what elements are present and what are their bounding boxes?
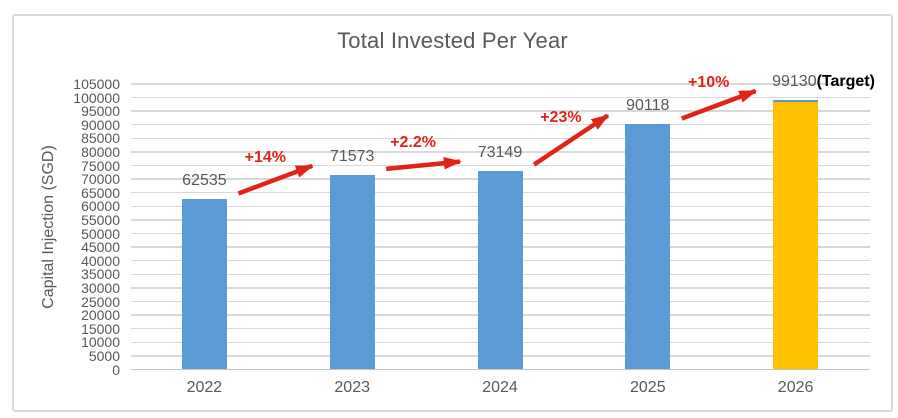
bar-2026[interactable] [773, 99, 819, 370]
data-label-2022: 62535 [182, 172, 227, 190]
y-tick-label: 10000 [81, 334, 120, 351]
data-label-2026: 99130(Target) [772, 72, 875, 90]
percent-label-3: +23% [540, 109, 582, 127]
data-label-2025: 90118 [626, 97, 670, 115]
y-tick-label: 25000 [81, 293, 120, 310]
x-label-2025: 2025 [630, 379, 666, 396]
y-tick-label: 40000 [81, 252, 120, 269]
percent-label-2: +2.2% [390, 134, 436, 152]
y-tick-label: 5000 [88, 347, 120, 364]
y-tick-label: 35000 [81, 266, 120, 283]
data-label-2023: 71573 [329, 147, 375, 165]
bar-2025[interactable] [625, 124, 671, 370]
gridline [130, 137, 870, 140]
percent-label-4: +10% [688, 73, 730, 91]
y-tick-label: 0 [112, 361, 120, 378]
gridline [130, 164, 870, 167]
y-tick-label: 80000 [81, 143, 120, 160]
y-tick-label: 85000 [81, 130, 120, 147]
x-axis-line [130, 368, 870, 371]
data-label-2024: 73149 [477, 143, 523, 161]
bar-2024[interactable] [477, 170, 523, 370]
bar-2022[interactable] [181, 199, 227, 370]
gridline [130, 110, 870, 112]
y-tick-label: 55000 [81, 211, 120, 228]
chart-frame [12, 14, 893, 412]
target-suffix: (Target) [816, 72, 875, 90]
y-tick-label: 30000 [81, 279, 120, 296]
gridline [130, 124, 870, 126]
y-tick-label: 75000 [81, 157, 120, 174]
chart-title: Total Invested Per Year [337, 28, 568, 53]
y-tick-label: 90000 [81, 116, 120, 133]
y-tick-label: 95000 [81, 103, 120, 120]
x-label-2026: 2026 [777, 379, 814, 396]
y-tick-label: 15000 [81, 320, 120, 337]
gridline [130, 151, 870, 153]
y-tick-label: 100000 [73, 89, 120, 106]
bar-2023[interactable] [329, 174, 375, 370]
percent-label-1: +14% [244, 148, 286, 166]
gridline [130, 96, 870, 99]
x-label-2022: 2022 [186, 379, 223, 396]
x-label-2023: 2023 [334, 379, 370, 396]
y-tick-label: 20000 [81, 307, 120, 324]
gridline [130, 83, 870, 85]
y-tick-label: 50000 [81, 225, 120, 242]
y-tick-label: 105000 [73, 76, 120, 92]
x-label-2024: 2024 [482, 379, 518, 396]
y-tick-label: 45000 [81, 239, 120, 256]
y-tick-label: 70000 [81, 171, 120, 188]
y-tick-label: 65000 [81, 184, 120, 201]
y-tick-label: 60000 [81, 198, 120, 215]
